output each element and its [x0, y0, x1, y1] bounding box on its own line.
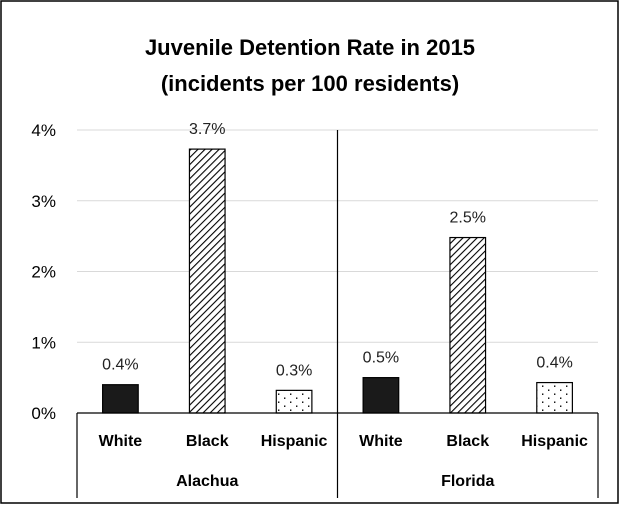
- chart-title-line-2: (incidents per 100 residents): [161, 71, 459, 96]
- x-category-label: White: [99, 433, 143, 450]
- x-group-label: Florida: [441, 473, 494, 490]
- bar-florida-black: [449, 236, 487, 414]
- x-category-label: Black: [186, 433, 229, 450]
- y-tick-label: 2%: [31, 263, 56, 282]
- data-label: 0.5%: [363, 350, 399, 367]
- data-label: 0.4%: [102, 357, 138, 374]
- data-labels: 0.4% 3.7% 0.3% 0.5% 2.5% 0.4%: [102, 121, 573, 379]
- chart-title-line-1: Juvenile Detention Rate in 2015: [145, 35, 475, 60]
- x-group-label: Alachua: [176, 473, 238, 490]
- x-category-label: Hispanic: [521, 433, 588, 450]
- x-category-label: White: [359, 433, 403, 450]
- data-label: 3.7%: [189, 121, 225, 138]
- y-axis-ticks: 0% 1% 2% 3% 4%: [31, 121, 56, 423]
- x-category-label: Black: [446, 433, 489, 450]
- data-label: 0.3%: [276, 362, 312, 379]
- data-label: 2.5%: [450, 210, 486, 227]
- x-category-label: Hispanic: [261, 433, 328, 450]
- y-tick-label: 4%: [31, 121, 56, 140]
- data-label: 0.4%: [536, 355, 572, 372]
- bars: [102, 148, 573, 414]
- bar-alachua-white: [102, 384, 139, 414]
- axes: [76, 130, 599, 498]
- bar-alachua-hispanic: [275, 389, 313, 414]
- bar-florida-hispanic: [536, 381, 573, 414]
- bar-florida-white: [362, 377, 400, 414]
- y-tick-label: 1%: [31, 333, 56, 352]
- bar-alachua-black: [188, 148, 226, 414]
- category-labels: White Black Hispanic Alachua White Black Hispa…: [99, 433, 588, 490]
- y-tick-label: 0%: [31, 404, 56, 423]
- y-tick-label: 3%: [31, 192, 56, 211]
